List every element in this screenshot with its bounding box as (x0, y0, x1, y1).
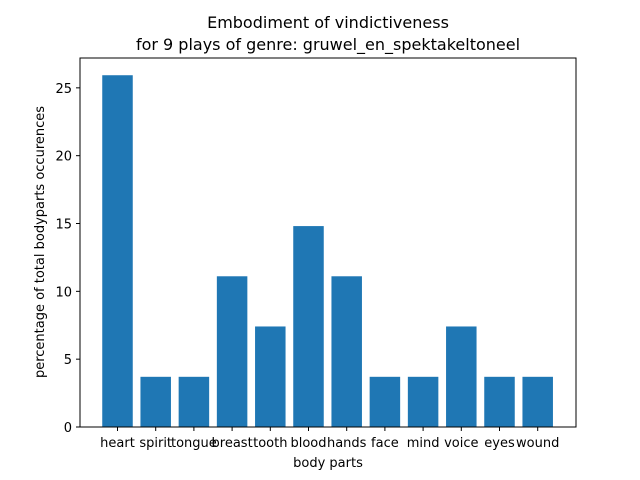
y-tick-label: 15 (55, 218, 72, 233)
x-tick-label: breast (212, 436, 253, 451)
chart-subtitle: for 9 plays of genre: gruwel_en_spektake… (136, 35, 520, 55)
bar-mind (407, 376, 439, 427)
bar-voice (446, 326, 477, 427)
bar-eyes (484, 376, 515, 427)
bar-face (369, 376, 401, 427)
bar-hands (331, 276, 362, 427)
x-axis-label: body parts (293, 456, 363, 471)
bar-heart (102, 75, 133, 427)
x-tick-label: face (371, 436, 399, 451)
y-axis-label: percentage of total bodyparts occurences (33, 106, 48, 378)
y-tick-label: 5 (64, 353, 72, 368)
x-tick-label: mind (407, 436, 440, 451)
x-tick-label: eyes (484, 436, 515, 451)
bar-tooth (255, 326, 286, 427)
x-tick-label: spirit (139, 436, 172, 451)
plot-frame (79, 57, 577, 428)
x-tick-label: tooth (253, 436, 287, 451)
x-tick-label: tongue (171, 436, 217, 451)
bar-blood (293, 226, 324, 427)
x-tick-label: voice (444, 436, 478, 451)
x-tick-label: hands (327, 436, 367, 451)
y-tick-label: 20 (55, 150, 72, 165)
x-tick-label: heart (100, 436, 135, 451)
chart-title: Embodiment of vindictiveness (207, 13, 449, 32)
x-tick-label: blood (290, 436, 326, 451)
bar-tongue (178, 376, 210, 427)
y-tick-label: 0 (64, 421, 72, 436)
bars-group (102, 75, 553, 427)
x-tick-label: wound (516, 436, 559, 451)
y-axis-ticks: 0 5 10 15 20 25 (55, 82, 80, 436)
bar-breast (216, 276, 248, 427)
bar-spirit (140, 376, 171, 427)
y-tick-label: 25 (55, 82, 72, 97)
bar-wound (522, 376, 553, 427)
y-tick-label: 10 (55, 285, 72, 300)
